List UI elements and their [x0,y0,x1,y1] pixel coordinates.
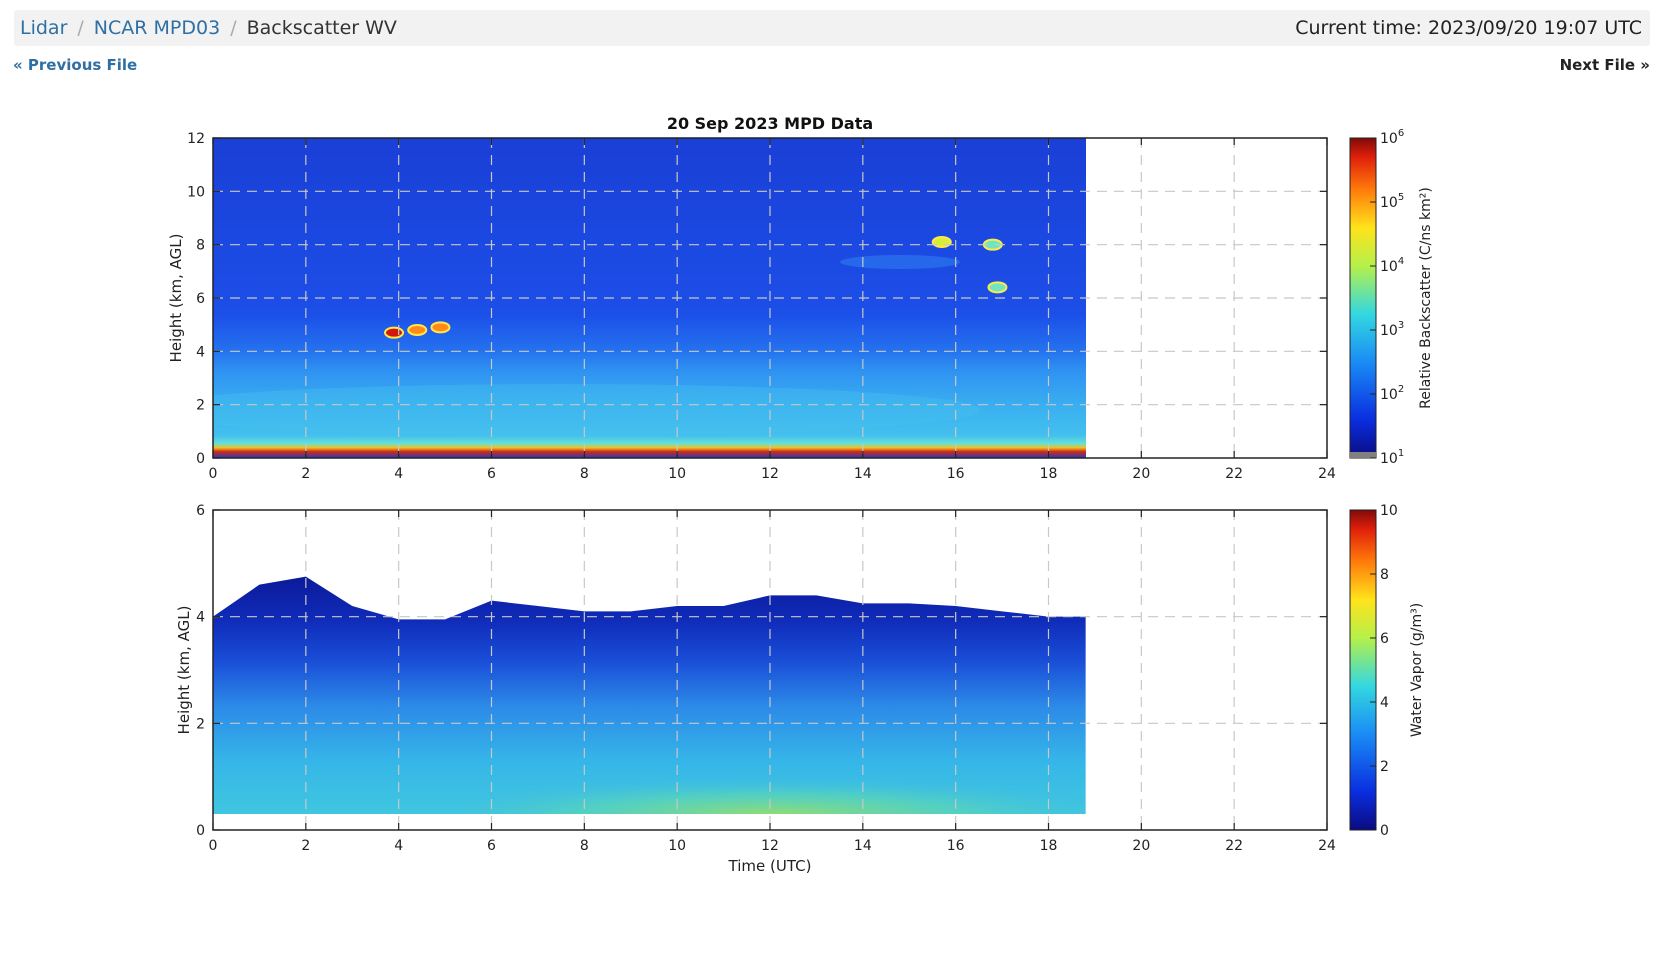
colorbar-tick-label: 106 [1380,128,1404,147]
breadcrumb-separator: / [230,17,237,39]
colorbar-label: Relative Backscatter (C/ns km²) [1418,187,1434,409]
x-tick-label: 18 [1040,466,1058,482]
x-tick-label: 18 [1040,838,1058,854]
breadcrumb-separator: / [77,17,84,39]
y-tick-label: 6 [196,291,205,307]
x-tick-label: 14 [854,838,872,854]
colorbar: 0 2 4 6 8 10 Water Vapor (g/m³) [1349,503,1425,839]
colorbar-tick-label: 6 [1380,631,1389,647]
y-axis-label: Height (km, AGL) [167,234,185,363]
x-tick-label: 4 [394,466,403,482]
y-tick-label: 0 [196,451,205,467]
y-tick-label: 10 [187,184,205,200]
colorbar-ticks: 0 2 4 6 8 10 [1370,503,1398,839]
colorbar-tick-label: 2 [1380,759,1389,775]
breadcrumb-lidar-link[interactable]: Lidar [20,17,68,39]
moist-layer [459,747,1086,814]
cirrus-layer [840,255,960,269]
cloud-feature [430,321,451,334]
cloud-feature [407,324,428,336]
x-tick-label: 4 [394,838,403,854]
x-tick-label: 6 [487,838,496,854]
x-tick-label: 22 [1225,838,1243,854]
x-tick-label: 2 [301,466,310,482]
water-vapor-field [213,576,1086,814]
grid-lines [213,138,1327,458]
breadcrumb-bar: Lidar / NCAR MPD03 / Backscatter WV Current … [14,10,1650,46]
x-tick-label: 0 [209,466,218,482]
x-tick-label: 20 [1132,838,1150,854]
breadcrumb: Lidar / NCAR MPD03 / Backscatter WV [20,17,397,39]
y-tick-label: 4 [196,344,205,360]
x-tick-label: 6 [487,466,496,482]
chart-title: 20 Sep 2023 MPD Data [667,114,873,133]
x-tick-label: 14 [854,466,872,482]
colorbar-tick-label: 4 [1380,695,1389,711]
grid-lines [213,510,1327,830]
colorbar-tick-label: 102 [1380,384,1404,403]
cloud-feature [931,236,952,248]
colorbar-scale [1349,509,1377,831]
x-tick-label: 16 [947,838,965,854]
breadcrumb-current: Backscatter WV [246,17,397,39]
colorbar-under [1350,452,1376,458]
x-tick-label: 0 [209,838,218,854]
x-tick-label: 12 [761,838,779,854]
colorbar-tick-label: 103 [1380,320,1404,339]
next-file-link[interactable]: Next File » [1559,56,1650,74]
aerosol-layer [213,384,980,436]
y-tick-label: 4 [196,610,205,626]
colorbar-tick-label: 101 [1380,448,1404,467]
x-tick-label: 24 [1318,838,1336,854]
x-tick-label: 24 [1318,466,1336,482]
x-tick-label: 10 [668,466,686,482]
breadcrumb-ncar-mpd03-link[interactable]: NCAR MPD03 [93,17,221,39]
colorbar-tick-label: 0 [1380,823,1389,839]
y-tick-label: 0 [196,823,205,839]
cloud-feature [987,281,1008,294]
colorbar-tick-label: 104 [1380,256,1404,275]
colorbar-label: Water Vapor (g/m³) [1409,603,1425,737]
y-tick-label: 2 [196,398,205,414]
colorbar-tick-label: 8 [1380,567,1389,583]
previous-file-link[interactable]: « Previous File [13,56,138,74]
x-tick-label: 8 [580,838,589,854]
x-axis-label: Time (UTC) [728,857,812,875]
y-tick-label: 6 [196,503,205,519]
colorbar-tick-label: 10 [1380,503,1398,519]
x-tick-label: 20 [1132,466,1150,482]
y-tick-label: 12 [187,131,205,147]
x-tick-label: 2 [301,838,310,854]
current-time: Current time: 2023/09/20 19:07 UTC [1295,17,1642,39]
x-tick-label: 10 [668,838,686,854]
x-tick-label: 22 [1225,466,1243,482]
colorbar-tick-label: 105 [1380,192,1404,211]
y-tick-label: 2 [196,716,205,732]
x-tick-label: 16 [947,466,965,482]
x-tick-label: 12 [761,466,779,482]
y-tick-label: 8 [196,238,205,254]
cloud-feature [384,326,405,339]
y-axis-label: Height (km, AGL) [175,606,193,735]
colorbar: 101 102 103 104 105 106 Relative Backscatter … [1349,128,1434,467]
x-tick-label: 8 [580,466,589,482]
colorbar-scale [1349,137,1377,459]
